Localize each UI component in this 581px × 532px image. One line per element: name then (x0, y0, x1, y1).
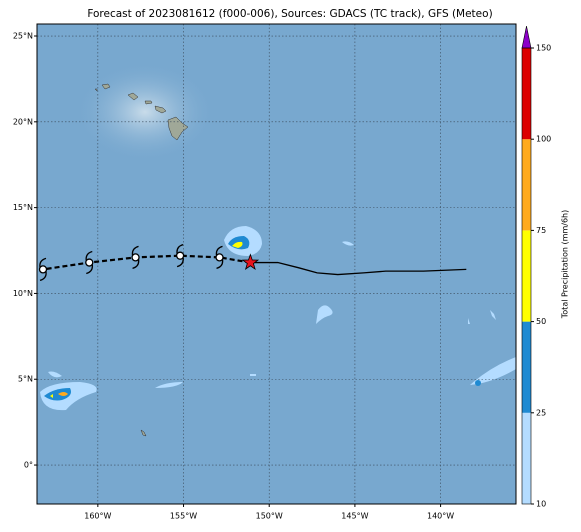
x-tick-label: 145°W (341, 512, 368, 521)
tracks (38, 244, 467, 282)
cyclone-symbol (131, 245, 140, 270)
cyclone-symbol (38, 257, 48, 282)
x-tick-label: 150°W (256, 512, 283, 521)
cyclone-center (175, 251, 185, 260)
past-track (250, 261, 467, 276)
current-position (241, 253, 260, 270)
axes: 160°W 155°W 150°W 145°W 140°W 0° 5°N 10°N 15°N 20… (13, 32, 454, 521)
cyclone-symbol (85, 250, 94, 275)
cyclone-arm (131, 245, 140, 270)
colorbar-tick-label: 100 (536, 135, 551, 144)
y-tick-label: 25°N (13, 32, 33, 41)
cyclone-arm (85, 250, 94, 275)
y-tick-label: 20°N (13, 117, 33, 126)
colorbar-extend (521, 25, 532, 49)
grid (37, 24, 516, 504)
colorbar-tick-label: 50 (536, 317, 546, 326)
y-tick-label: 5°N (18, 375, 33, 384)
cyclone-center (131, 253, 140, 262)
cyclone-center (85, 258, 94, 267)
colorbar-segment (522, 48, 531, 140)
y-tick-label: 10°N (13, 289, 33, 298)
colorbar-tick-label: 75 (536, 226, 546, 235)
cyclone-arm (176, 244, 184, 268)
cyclone-symbol (215, 245, 224, 270)
colorbar-tick-label: 150 (536, 44, 551, 53)
title: Forecast of 2023081612 (f000-006), Sourc… (87, 8, 492, 20)
x-tick-label: 160°W (84, 512, 111, 521)
forecast-track (42, 254, 251, 271)
y-tick-label: 0° (24, 461, 33, 470)
y-tick-label: 15°N (13, 203, 33, 212)
colorbar-frame (521, 47, 532, 505)
precipitation-areas (40, 226, 516, 411)
islands (94, 83, 189, 437)
cyclone-center (215, 253, 224, 262)
colorbar: 10 25 50 75 100 150 Total Precipitation (mm/6h… (521, 25, 570, 509)
map-area (37, 24, 516, 504)
cyclone-arm (39, 257, 47, 282)
cyclone-symbol (175, 244, 185, 268)
cyclone-center (38, 265, 48, 274)
colorbar-segment (522, 230, 531, 322)
cyclone-arm (215, 245, 224, 270)
shelf (75, 62, 215, 162)
colorbar-tick-label: 10 (536, 500, 546, 509)
colorbar-segment (522, 139, 531, 231)
colorbar-tick-label: 25 (536, 408, 546, 417)
x-tick-label: 140°W (427, 512, 454, 521)
x-tick-label: 155°W (170, 512, 197, 521)
colorbar-label: Total Precipitation (mm/6h) (561, 210, 570, 319)
colorbar-segment (522, 321, 531, 413)
colorbar-segment (522, 412, 531, 504)
map-frame (36, 23, 517, 505)
